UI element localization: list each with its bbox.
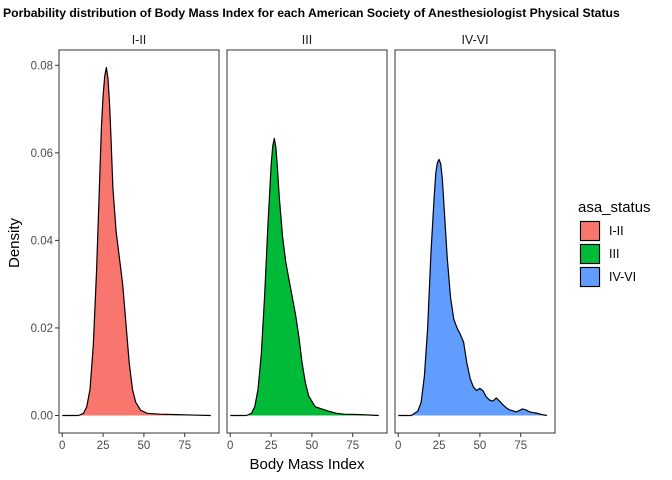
y-axis-title: Density	[6, 217, 23, 268]
x-tick-label: 0	[227, 440, 233, 452]
legend-label-iv-vi: IV-VI	[609, 270, 636, 284]
panel-iii: III 0 25 50 75	[226, 33, 388, 452]
density-area-i-ii	[62, 67, 211, 416]
x-tick-label: 75	[178, 440, 191, 452]
strip-label-iv-vi: IV-VI	[461, 33, 488, 47]
x-tick-label: 50	[137, 440, 150, 452]
panel-iv-vi: IV-VI 0 25 50 75	[394, 33, 556, 452]
density-outline-iv-vi	[398, 158, 547, 417]
density-outline-i-ii	[62, 66, 211, 417]
chart-title: Porbability distribution of Body Mass In…	[3, 6, 620, 20]
panel-border-i-ii	[58, 49, 220, 434]
y-tick-label: 0.04	[31, 235, 54, 247]
legend-swatch-iii	[579, 243, 601, 265]
legend-swatch-iv-vi	[579, 266, 601, 288]
x-tick-label: 25	[97, 440, 110, 452]
legend-swatch-i-ii	[579, 220, 601, 242]
legend: asa_status I-II III IV-VI	[578, 199, 651, 288]
density-outline-iii	[230, 137, 379, 417]
x-tick-label: 50	[305, 440, 318, 452]
x-tick-label: 50	[473, 440, 486, 452]
strip-label-iii: III	[302, 33, 312, 47]
density-area-iii	[230, 138, 379, 416]
y-tick-label: 0.08	[31, 60, 53, 72]
y-tick-label: 0.06	[31, 148, 53, 160]
x-tick-label: 0	[395, 440, 401, 452]
facet-panels: I-II 0 25 50 75 III 0 25 50 75 IV-VI 0 25 50 75 0.00 0.0…	[31, 33, 556, 452]
panel-i-ii: I-II 0 25 50 75	[58, 33, 220, 452]
y-tick-label: 0.00	[31, 410, 53, 422]
strip-label-i-ii: I-II	[132, 33, 147, 47]
y-tick-label: 0.02	[31, 323, 53, 335]
x-tick-label: 75	[346, 440, 359, 452]
panel-border-iv-vi	[394, 49, 556, 434]
x-tick-label: 25	[433, 440, 446, 452]
x-tick-label: 25	[265, 440, 278, 452]
legend-title: asa_status	[578, 199, 651, 216]
legend-label-iii: III	[609, 247, 619, 261]
x-axis-title: Body Mass Index	[249, 456, 365, 473]
density-area-iv-vi	[398, 159, 547, 416]
x-tick-label: 0	[59, 440, 65, 452]
x-tick-label: 75	[514, 440, 527, 452]
legend-label-i-ii: I-II	[609, 224, 624, 238]
panel-border-iii	[226, 49, 388, 434]
